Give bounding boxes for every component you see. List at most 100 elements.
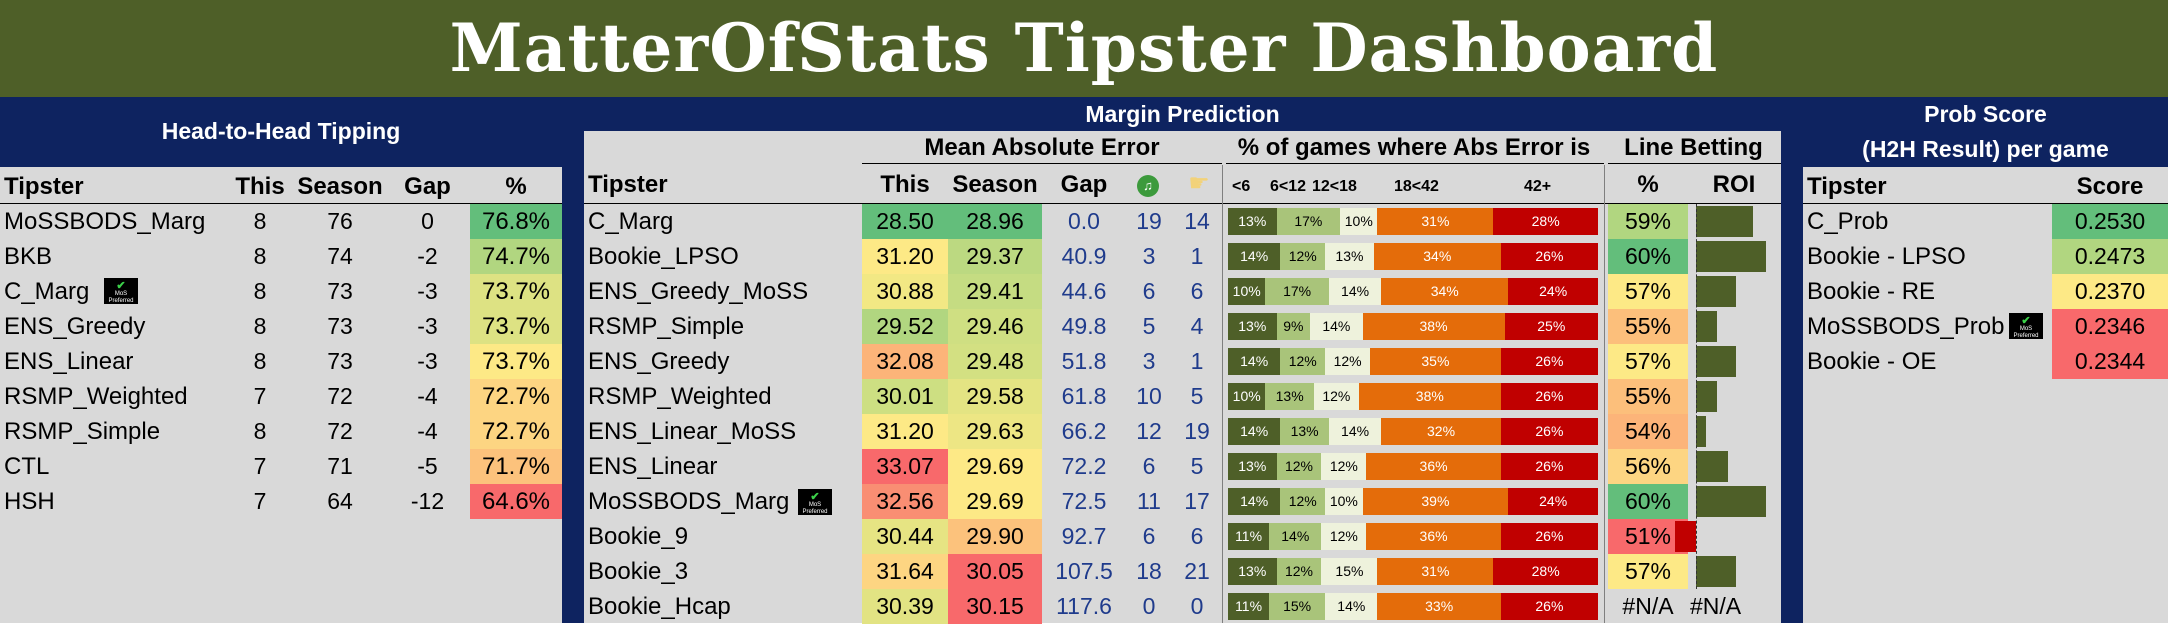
error-segment: 24% xyxy=(1508,488,1598,515)
line-pct: 56% xyxy=(1608,449,1688,484)
count-b: 5 xyxy=(1190,383,1204,409)
mae-this: 31.64 xyxy=(862,554,948,589)
mae-season: 29.58 xyxy=(948,379,1042,414)
error-segment: 17% xyxy=(1276,208,1341,235)
mae-this: 31.20 xyxy=(862,414,948,449)
line-pct: 57% xyxy=(1608,344,1688,379)
error-segment: 17% xyxy=(1265,278,1329,305)
h2h-col-3: Gap xyxy=(404,173,451,200)
prob-header-line1: Prob Score xyxy=(1924,101,2047,127)
mae-this: 30.44 xyxy=(862,519,948,554)
h2h-pct: 72.7% xyxy=(470,414,562,449)
error-segment: 10% xyxy=(1228,383,1266,410)
error-segment: 36% xyxy=(1366,523,1501,550)
prob-tipster: Bookie - OE xyxy=(1807,348,1937,375)
h2h-this: 8 xyxy=(253,313,267,339)
error-segment: 12% xyxy=(1280,488,1326,515)
mae-this: 28.50 xyxy=(862,204,948,239)
error-distribution-bar: 11% 15% 14% 33% 26% xyxy=(1228,593,1598,620)
error-segment: 26% xyxy=(1500,418,1598,445)
line-group-header: Line Betting xyxy=(1624,134,1763,161)
dashboard-title: MatterOfStats Tipster Dashboard xyxy=(0,0,2168,97)
h2h-gap: -3 xyxy=(417,313,438,339)
error-distribution-bar: 14% 12% 12% 35% 26% xyxy=(1228,348,1598,375)
mae-gap: 117.6 xyxy=(1056,593,1112,619)
margin-tipster: ENS_Greedy xyxy=(588,348,730,375)
roi-bar xyxy=(1696,556,1737,587)
error-segment: 13% xyxy=(1325,243,1374,270)
mae-group-header: Mean Absolute Error xyxy=(924,134,1160,161)
h2h-season: 71 xyxy=(327,453,353,479)
h2h-pct: 72.7% xyxy=(470,379,562,414)
error-segment: 14% xyxy=(1310,313,1363,340)
count-a: 10 xyxy=(1136,383,1162,409)
count-a: 0 xyxy=(1142,593,1156,619)
prob-score: 0.2344 xyxy=(2052,344,2168,379)
error-segment: 26% xyxy=(1500,243,1598,270)
mae-gap: 66.2 xyxy=(1061,418,1107,444)
error-segment: 12% xyxy=(1280,243,1326,270)
h2h-season: 72 xyxy=(327,383,353,409)
error-segment: 10% xyxy=(1228,278,1266,305)
error-group-header: % of games where Abs Error is xyxy=(1237,134,1591,161)
error-segment: 12% xyxy=(1325,348,1370,375)
error-segment: 31% xyxy=(1377,208,1494,235)
line-pct: 55% xyxy=(1608,309,1688,344)
error-segment: 12% xyxy=(1276,453,1322,480)
margin-tipster: ENS_Linear_MoSS xyxy=(588,418,797,445)
h2h-panel: Tipster This Season Gap% MoSSBODS_Marg 8 76 0 76… xyxy=(0,167,562,623)
margin-tipster: RSMP_Weighted xyxy=(588,383,772,410)
prob-score: 0.2346 xyxy=(2052,309,2168,344)
mae-this: 32.56 xyxy=(862,484,948,519)
roi-zero-axis xyxy=(1696,204,1697,589)
error-segment: 10% xyxy=(1340,208,1378,235)
badge-line2: Preferred xyxy=(2013,333,2039,339)
error-distribution-bar: 13% 12% 15% 31% 28% xyxy=(1228,558,1598,585)
h2h-header-rule xyxy=(0,203,562,204)
margin-header: Margin Prediction xyxy=(1085,101,1280,127)
error-segment: 14% xyxy=(1328,418,1382,445)
mae-gap: 92.7 xyxy=(1061,523,1107,549)
error-segment: 14% xyxy=(1325,593,1378,620)
h2h-gap: -4 xyxy=(417,418,438,444)
mae-gap: 40.9 xyxy=(1061,243,1107,269)
error-segment: 10% xyxy=(1325,488,1363,515)
badge-line1: MoS xyxy=(2019,326,2033,332)
error-distribution-bar: 13% 9% 14% 38% 25% xyxy=(1228,313,1598,340)
line-pct: 54% xyxy=(1608,414,1688,449)
error-segment: 13% xyxy=(1228,453,1277,480)
count-b: 6 xyxy=(1190,523,1204,549)
margin-panel: Mean Absolute Error % of games where Abs … xyxy=(584,131,1781,624)
h2h-pct: 73.7% xyxy=(470,344,562,379)
error-segment: 11% xyxy=(1228,593,1270,620)
check-icon: ✔ xyxy=(810,491,820,503)
line-pct: 51% xyxy=(1608,519,1688,554)
error-segment: 13% xyxy=(1228,313,1277,340)
count-a: 11 xyxy=(1137,488,1161,514)
line-pct: 60% xyxy=(1608,484,1688,519)
roi-bar-negative xyxy=(1675,521,1696,552)
h2h-pct: 73.7% xyxy=(470,309,562,344)
error-segment: 35% xyxy=(1370,348,1501,375)
line-pct: 57% xyxy=(1608,274,1688,309)
mae-season: 29.41 xyxy=(948,274,1042,309)
count-a: 6 xyxy=(1142,523,1156,549)
h2h-pct: 76.8% xyxy=(470,204,562,239)
badge-line1: MoS xyxy=(114,291,128,297)
error-segment: 12% xyxy=(1276,558,1322,585)
margin-col-this: This xyxy=(880,171,930,198)
moss-preferred-badge-icon: ✔ MoS Preferred xyxy=(104,278,138,304)
margin-col-season: Season xyxy=(952,171,1038,198)
mae-season: 29.48 xyxy=(948,344,1042,379)
h2h-gap: -12 xyxy=(410,488,445,514)
prob-tipster: Bookie - RE xyxy=(1807,278,1936,305)
error-segment: 13% xyxy=(1265,383,1314,410)
prob-header-line2: (H2H Result) per game xyxy=(1862,136,2109,162)
error-segment: 13% xyxy=(1228,558,1277,585)
mae-gap: 61.8 xyxy=(1061,383,1107,409)
mae-season: 29.63 xyxy=(948,414,1042,449)
count-b: 19 xyxy=(1184,418,1210,444)
margin-col-pct: % xyxy=(1637,171,1659,198)
h2h-tipster: RSMP_Simple xyxy=(4,418,161,445)
h2h-this: 8 xyxy=(253,418,267,444)
